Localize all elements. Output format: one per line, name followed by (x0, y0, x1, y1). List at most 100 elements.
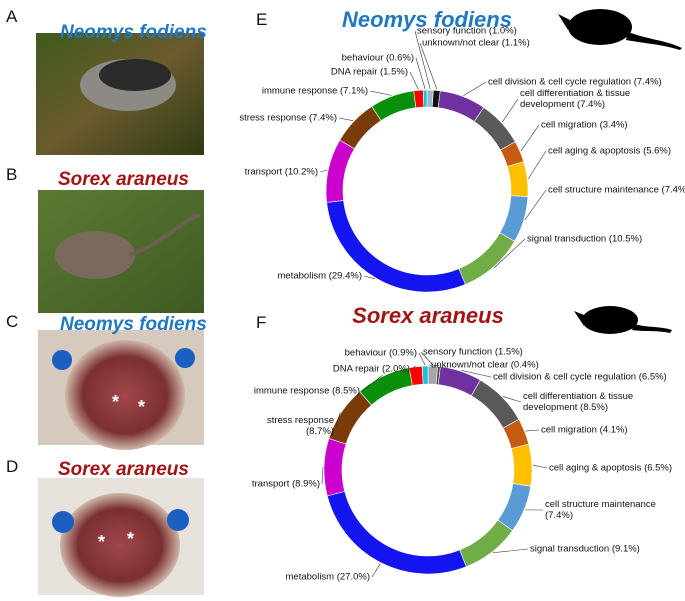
slice-label: transport (10.2%) (245, 167, 318, 178)
asterisk: * (112, 392, 120, 412)
value-label: (3.4%) (599, 119, 628, 131)
value-label: (8.9%) (292, 478, 320, 490)
photo-d (38, 478, 204, 597)
value-label: (10.5%) (608, 233, 643, 245)
value-label: (2.0%) (382, 363, 410, 375)
value-label: (7.4%) (309, 112, 337, 124)
category-label: cell division & cell cycle regulation (493, 371, 637, 383)
value-label: (6.5%) (644, 462, 673, 474)
value-label: (1.5%) (494, 346, 523, 358)
category-label: unknown/not clear (422, 37, 500, 49)
slice-label: transport (8.9%) (252, 479, 320, 490)
leader-line (335, 412, 341, 427)
chart-title: Neomys fodiens (342, 7, 512, 32)
panel-letter: F (256, 313, 267, 332)
panel-letter: A (6, 7, 18, 26)
donut-slice (510, 443, 533, 487)
panel-letter: C (6, 312, 19, 331)
value-label: (7.4%) (577, 99, 606, 110)
leader-line (528, 150, 547, 180)
value-label: (6.5%) (638, 371, 667, 383)
donut-slice (422, 89, 428, 108)
leader-line (532, 464, 548, 469)
panel-title: Neomys fodiens (60, 314, 207, 335)
slice-label: unknown/not clear (1.1%) (422, 38, 530, 49)
leader-line (525, 429, 540, 432)
value-label: (7.4%) (633, 76, 662, 88)
category-label: DNA repair (330, 66, 378, 78)
value-label: (27.0%) (336, 571, 370, 583)
leader-line (428, 364, 440, 366)
leader-line (492, 548, 529, 554)
category-label: stress response (266, 415, 334, 426)
category-label: cell structure maintenance (548, 184, 659, 196)
value-label: (10.2%) (284, 166, 318, 178)
category-label: cell differentiation & tissue developmen… (523, 391, 634, 413)
panel-letter: D (6, 457, 19, 476)
slice-label: stress response (8.7%) (246, 415, 334, 437)
value-label: (5.6%) (643, 145, 672, 157)
panel-letter: E (256, 10, 268, 29)
slice-label: immune response (8.5%) (254, 386, 360, 397)
leader-line (415, 57, 426, 90)
donut-slice (325, 139, 355, 203)
value-label: (7.4%) (545, 510, 573, 521)
category-label: DNA repair (332, 363, 380, 375)
category-label: metabolism (285, 571, 335, 583)
leader-line (369, 90, 392, 96)
panel-letter: B (6, 165, 18, 184)
category-label: signal transduction (530, 543, 610, 555)
category-label: behaviour (341, 52, 384, 64)
slice-label: cell aging & apoptosis (6.5%) (549, 463, 672, 474)
value-label: (7.4%) (661, 184, 685, 196)
slice-label: cell aging & apoptosis (5.6%) (548, 146, 671, 157)
value-label: (8.7%) (306, 426, 334, 437)
slice-label: stress response (7.4%) (239, 113, 337, 124)
value-label: (1.5%) (380, 66, 408, 78)
category-label: metabolism (277, 270, 327, 282)
leader-line (409, 71, 419, 90)
slice-label: DNA repair (1.5%) (331, 67, 408, 78)
slice-label: cell structure maintenance (7.4%) (548, 185, 685, 196)
leader-line (420, 351, 434, 366)
donut-slice (473, 107, 516, 151)
leader-line (414, 30, 431, 90)
leader-line (338, 117, 354, 122)
value-label: (9.1%) (611, 543, 640, 555)
value-label: (4.1%) (599, 424, 628, 436)
leader-line (463, 81, 487, 96)
asterisk: * (98, 532, 106, 552)
slice-label: cell migration (4.1%) (541, 425, 628, 436)
donut-slice (339, 105, 382, 150)
value-label: (8.5%) (580, 402, 609, 413)
donut-slice (470, 379, 520, 429)
slice-label: behaviour (0.9%) (345, 348, 417, 359)
slice-label: metabolism (27.0%) (286, 572, 370, 583)
slice-label: cell structure maintenance (7.4%) (545, 499, 675, 521)
donut-slice (458, 232, 515, 285)
value-label: (8.5%) (332, 385, 360, 397)
category-label: immune response (253, 385, 330, 397)
category-label: stress response (239, 112, 307, 124)
shrew-silhouette (574, 306, 672, 334)
value-label: (29.4%) (328, 270, 362, 282)
slice-label: sensory function (1.5%) (423, 347, 523, 358)
asterisk: * (127, 529, 135, 549)
value-label: (7.1%) (340, 85, 368, 97)
leader-line (419, 42, 438, 90)
shrew-silhouette (558, 9, 682, 50)
value-label: (1.0%) (488, 25, 517, 37)
category-label: cell migration (541, 119, 597, 131)
category-label: cell aging & apoptosis (549, 462, 642, 474)
leader-line (501, 98, 519, 123)
photo-a (36, 33, 204, 155)
category-label: sensory function (423, 346, 493, 358)
slice-label: cell differentiation & tissue developmen… (523, 391, 685, 413)
slice-label: cell division & cell cycle regulation (7… (488, 77, 662, 88)
donut-slice (371, 90, 417, 122)
value-label: (0.4%) (510, 359, 539, 371)
leader-line (319, 169, 328, 173)
slice-label: unknown/not clear (0.4%) (431, 360, 539, 371)
panel-title: Neomys fodiens (60, 22, 207, 43)
